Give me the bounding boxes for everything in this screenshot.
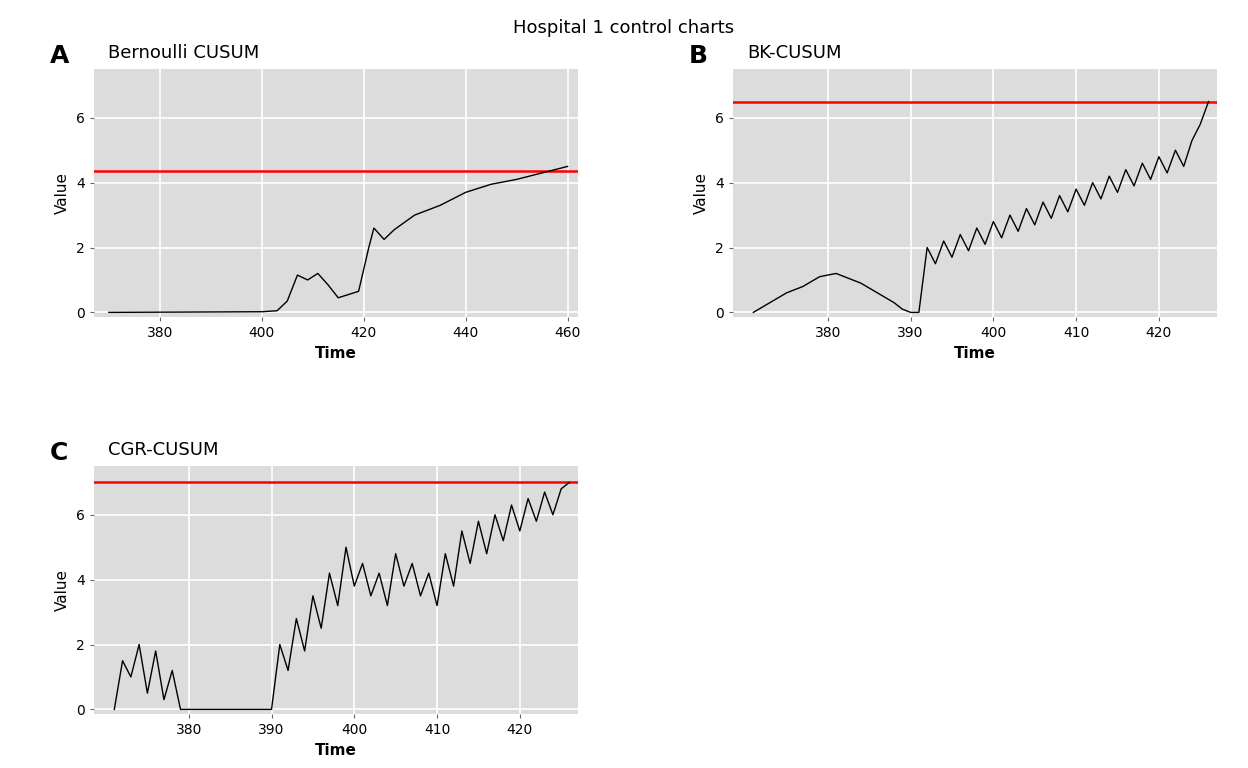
X-axis label: Time: Time [314, 346, 357, 361]
Text: C: C [50, 442, 69, 465]
X-axis label: Time: Time [314, 743, 357, 758]
Text: CGR-CUSUM: CGR-CUSUM [109, 442, 218, 459]
Text: BK-CUSUM: BK-CUSUM [748, 45, 841, 62]
Text: B: B [689, 45, 708, 68]
Y-axis label: Value: Value [694, 172, 709, 214]
Text: Bernoulli CUSUM: Bernoulli CUSUM [109, 45, 260, 62]
Y-axis label: Value: Value [55, 172, 70, 214]
X-axis label: Time: Time [953, 346, 996, 361]
Y-axis label: Value: Value [55, 569, 70, 611]
Text: A: A [50, 45, 70, 68]
Text: Hospital 1 control charts: Hospital 1 control charts [513, 19, 735, 37]
